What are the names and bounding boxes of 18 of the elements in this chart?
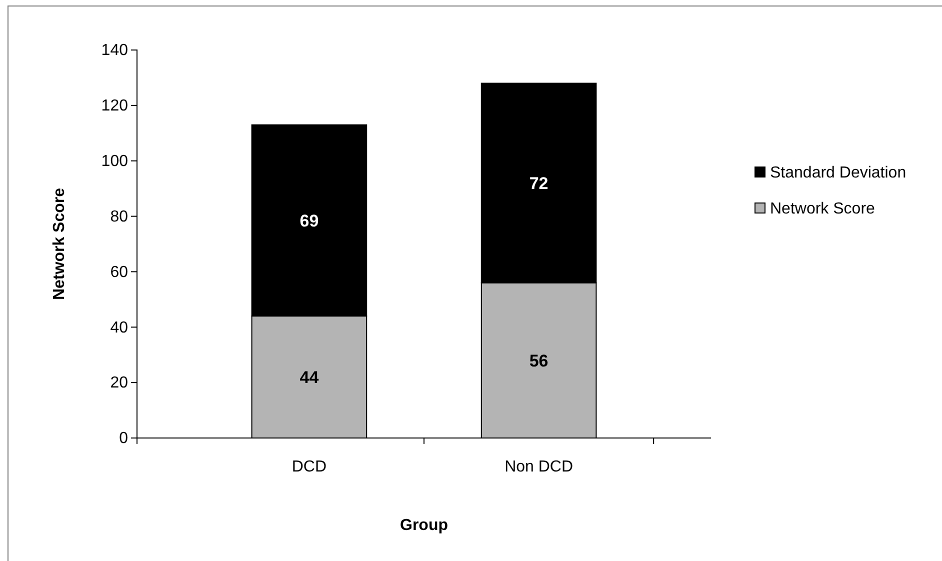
x-tick-label: DCD: [292, 458, 327, 476]
y-tick-label: 40: [110, 319, 128, 336]
legend-label: Standard Deviation: [770, 164, 906, 182]
y-tick-label: 100: [101, 152, 128, 170]
y-tick-label: 60: [110, 264, 128, 281]
data-label: 44: [300, 368, 320, 387]
x-axis-title: Group: [400, 517, 448, 534]
y-tick-label: 20: [110, 374, 128, 392]
y-tick-label: 80: [110, 208, 128, 226]
data-label: 69: [300, 211, 319, 230]
y-axis-title: Network Score: [51, 188, 68, 300]
data-label: 56: [529, 351, 548, 370]
legend-label: Network Score: [770, 200, 876, 218]
y-tick-label: 120: [101, 98, 128, 115]
x-tick-label: Non DCD: [504, 458, 574, 476]
data-label: 72: [529, 174, 548, 193]
y-tick-label: 0: [119, 430, 128, 448]
y-tick-label: 140: [101, 42, 128, 60]
